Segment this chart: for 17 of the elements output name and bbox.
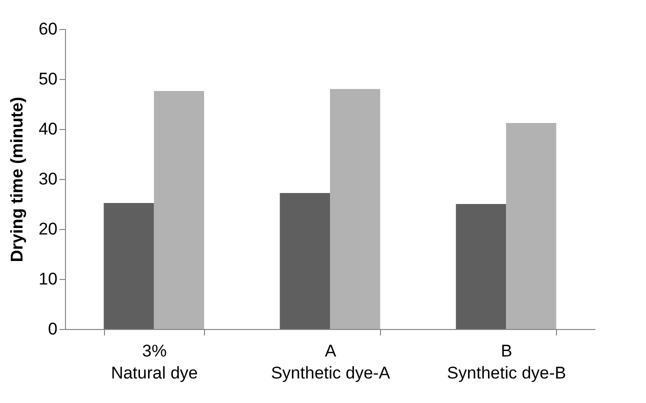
x-tick-label: A Synthetic dye-A bbox=[270, 342, 391, 382]
y-tick-label: 60 bbox=[38, 20, 58, 38]
y-tick-label: 10 bbox=[38, 270, 58, 288]
y-tick-label: 40 bbox=[38, 120, 58, 138]
y-tick-label: 20 bbox=[38, 220, 58, 238]
bar bbox=[506, 123, 556, 329]
y-tick-label: 30 bbox=[38, 170, 58, 188]
bar bbox=[330, 89, 380, 329]
y-tick-label: 0 bbox=[48, 320, 58, 338]
bar bbox=[456, 204, 506, 329]
x-tick-label: B Synthetic dye-B bbox=[447, 342, 566, 382]
bar bbox=[280, 193, 330, 329]
y-tick-label: 50 bbox=[38, 70, 58, 88]
y-axis-title: Drying time (minute) bbox=[8, 96, 27, 262]
bar bbox=[104, 203, 154, 329]
x-tick-label: 3% Natural dye bbox=[110, 342, 198, 382]
bar bbox=[154, 91, 204, 329]
